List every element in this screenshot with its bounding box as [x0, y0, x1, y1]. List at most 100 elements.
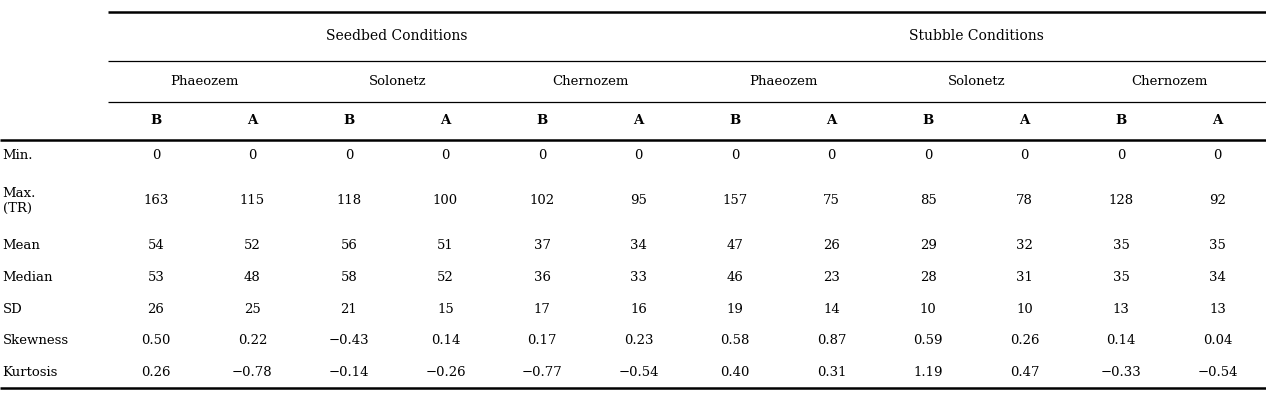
Text: 10: 10 [920, 303, 937, 316]
Text: −0.33: −0.33 [1101, 366, 1142, 379]
Text: 32: 32 [1017, 239, 1033, 252]
Text: 0.87: 0.87 [817, 334, 847, 347]
Text: 102: 102 [529, 194, 555, 207]
Text: 26: 26 [823, 239, 841, 252]
Text: 1.19: 1.19 [913, 366, 943, 379]
Text: Solonetz: Solonetz [368, 75, 427, 88]
Text: 25: 25 [244, 303, 261, 316]
Text: 0.14: 0.14 [1106, 334, 1136, 347]
Text: 78: 78 [1017, 194, 1033, 207]
Text: 13: 13 [1209, 303, 1227, 316]
Text: 0.58: 0.58 [720, 334, 749, 347]
Text: Mean: Mean [3, 239, 41, 252]
Text: Max.
(TR): Max. (TR) [3, 187, 35, 215]
Text: A: A [633, 114, 643, 128]
Text: 0: 0 [442, 149, 449, 162]
Text: 0: 0 [152, 149, 160, 162]
Text: 10: 10 [1017, 303, 1033, 316]
Text: −0.77: −0.77 [522, 366, 562, 379]
Text: 13: 13 [1113, 303, 1129, 316]
Text: 0.14: 0.14 [430, 334, 460, 347]
Text: 51: 51 [437, 239, 453, 252]
Text: 0.23: 0.23 [624, 334, 653, 347]
Text: 0: 0 [730, 149, 739, 162]
Text: B: B [537, 114, 548, 128]
Text: Chernozem: Chernozem [552, 75, 628, 88]
Text: Phaeozem: Phaeozem [170, 75, 238, 88]
Text: 0.17: 0.17 [527, 334, 557, 347]
Text: Phaeozem: Phaeozem [749, 75, 818, 88]
Text: −0.54: −0.54 [1198, 366, 1238, 379]
Text: 21: 21 [341, 303, 357, 316]
Text: 0.04: 0.04 [1203, 334, 1232, 347]
Text: 17: 17 [533, 303, 551, 316]
Text: 0: 0 [1214, 149, 1222, 162]
Text: 28: 28 [920, 271, 937, 284]
Text: 52: 52 [437, 271, 453, 284]
Text: 35: 35 [1113, 271, 1129, 284]
Text: 14: 14 [823, 303, 839, 316]
Text: 0.47: 0.47 [1010, 366, 1039, 379]
Text: 56: 56 [341, 239, 357, 252]
Text: 52: 52 [244, 239, 261, 252]
Text: 0.31: 0.31 [817, 366, 847, 379]
Text: −0.54: −0.54 [618, 366, 658, 379]
Text: A: A [1213, 114, 1223, 128]
Text: 35: 35 [1113, 239, 1129, 252]
Text: 0.50: 0.50 [142, 334, 171, 347]
Text: 0: 0 [828, 149, 836, 162]
Text: 92: 92 [1209, 194, 1227, 207]
Text: Kurtosis: Kurtosis [3, 366, 58, 379]
Text: SD: SD [3, 303, 23, 316]
Text: 0.26: 0.26 [1010, 334, 1039, 347]
Text: 58: 58 [341, 271, 357, 284]
Text: Solonetz: Solonetz [947, 75, 1005, 88]
Text: 115: 115 [239, 194, 265, 207]
Text: A: A [441, 114, 451, 128]
Text: Seedbed Conditions: Seedbed Conditions [327, 29, 468, 43]
Text: −0.26: −0.26 [425, 366, 466, 379]
Text: A: A [1019, 114, 1029, 128]
Text: 19: 19 [727, 303, 743, 316]
Text: 34: 34 [1209, 271, 1227, 284]
Text: Chernozem: Chernozem [1132, 75, 1208, 88]
Text: 33: 33 [630, 271, 647, 284]
Text: 85: 85 [920, 194, 937, 207]
Text: 0: 0 [924, 149, 932, 162]
Text: 26: 26 [147, 303, 165, 316]
Text: 15: 15 [437, 303, 453, 316]
Text: −0.14: −0.14 [329, 366, 370, 379]
Text: 46: 46 [727, 271, 743, 284]
Text: 0: 0 [344, 149, 353, 162]
Text: 36: 36 [533, 271, 551, 284]
Text: Min.: Min. [3, 149, 33, 162]
Text: B: B [343, 114, 354, 128]
Text: 34: 34 [630, 239, 647, 252]
Text: A: A [827, 114, 837, 128]
Text: 0.59: 0.59 [913, 334, 943, 347]
Text: Median: Median [3, 271, 53, 284]
Text: 16: 16 [630, 303, 647, 316]
Text: −0.78: −0.78 [232, 366, 272, 379]
Text: 0: 0 [1020, 149, 1029, 162]
Text: 0.26: 0.26 [141, 366, 171, 379]
Text: Skewness: Skewness [3, 334, 68, 347]
Text: 35: 35 [1209, 239, 1227, 252]
Text: B: B [1115, 114, 1127, 128]
Text: 0: 0 [538, 149, 546, 162]
Text: 31: 31 [1017, 271, 1033, 284]
Text: 157: 157 [723, 194, 748, 207]
Text: 53: 53 [147, 271, 165, 284]
Text: B: B [151, 114, 162, 128]
Text: B: B [729, 114, 741, 128]
Text: −0.43: −0.43 [329, 334, 370, 347]
Text: B: B [923, 114, 934, 128]
Text: 0.22: 0.22 [238, 334, 267, 347]
Text: 75: 75 [823, 194, 841, 207]
Text: 0: 0 [248, 149, 257, 162]
Text: 118: 118 [337, 194, 362, 207]
Text: 0.40: 0.40 [720, 366, 749, 379]
Text: A: A [247, 114, 257, 128]
Text: 128: 128 [1109, 194, 1134, 207]
Text: 163: 163 [143, 194, 168, 207]
